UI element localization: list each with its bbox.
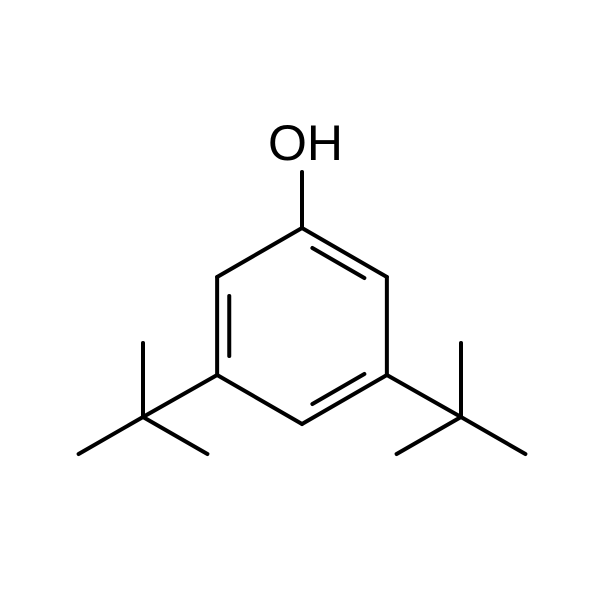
molecule-diagram: OH [0, 0, 600, 600]
svg-text:OH: OH [268, 115, 343, 171]
